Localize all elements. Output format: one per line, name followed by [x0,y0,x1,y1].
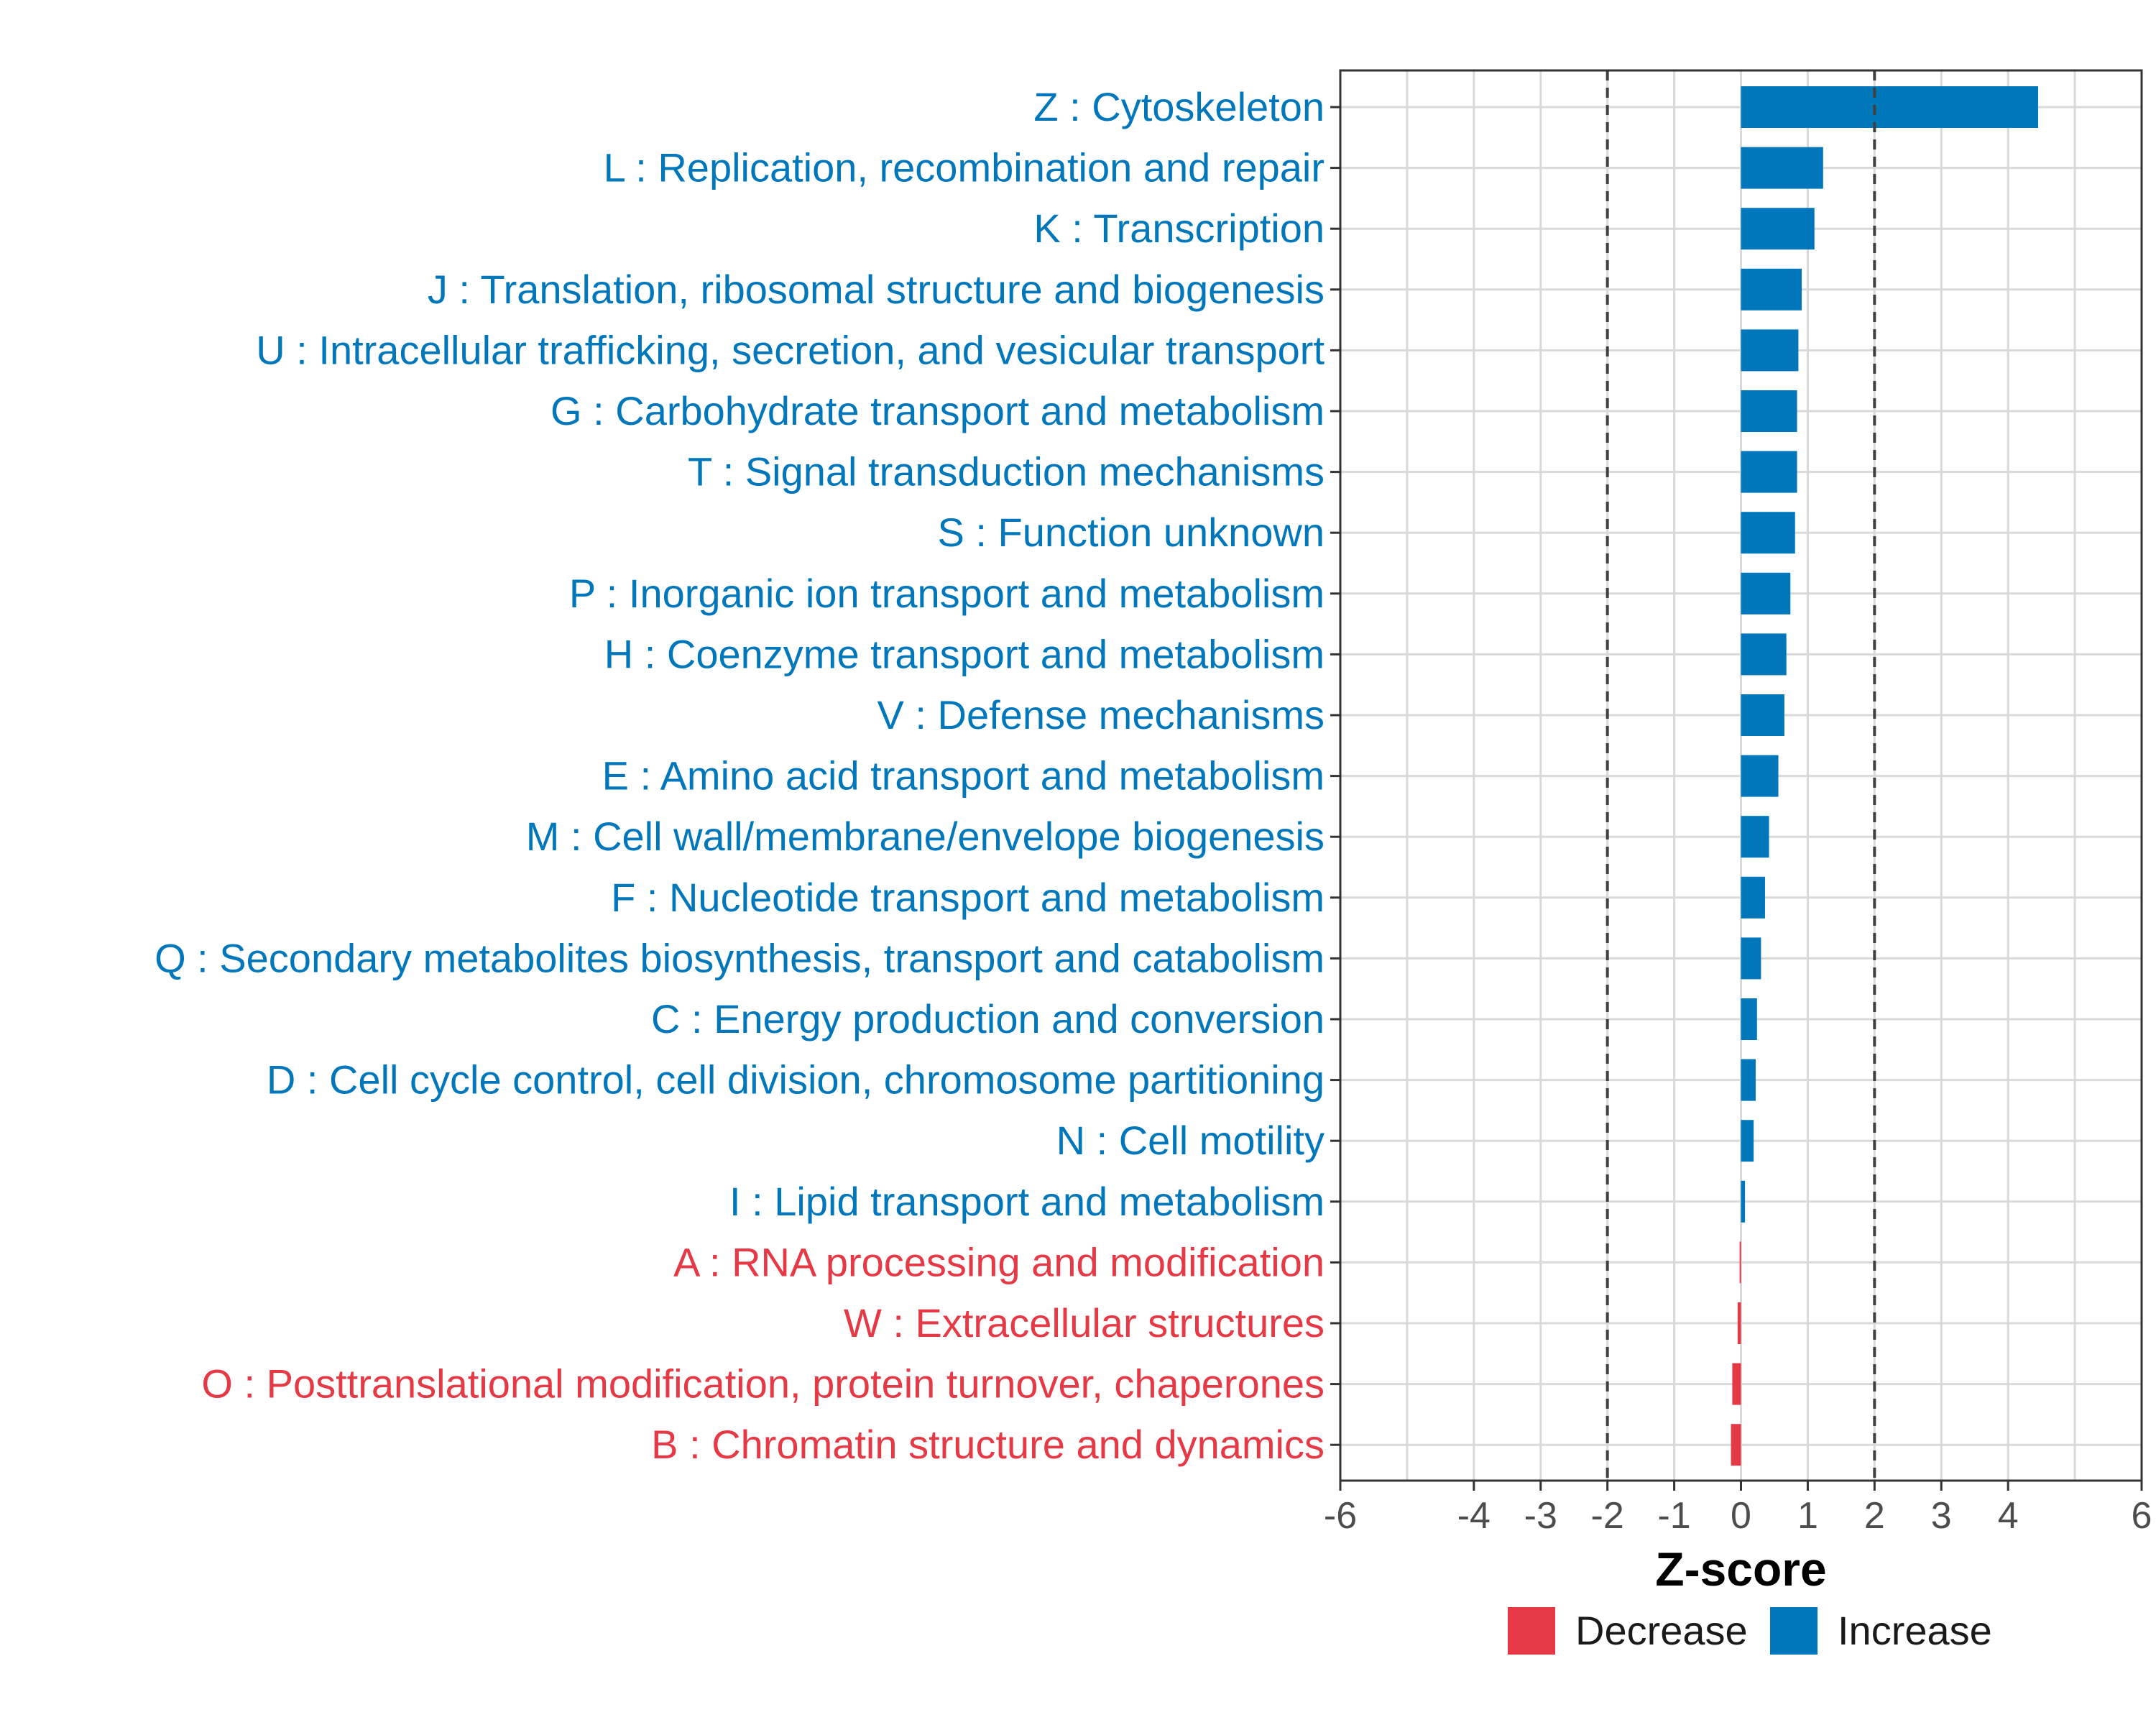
x-axis-title: Z-score [1655,1542,1826,1596]
y-tick-label: T : Signal transduction mechanisms [688,449,1325,494]
y-tick-label: U : Intracellular trafficking, secretion… [256,327,1325,372]
legend-swatch-increase [1770,1607,1818,1655]
x-tick-label: -6 [1324,1495,1357,1537]
reference-lines [1606,70,1876,1481]
bar-v [1741,694,1784,736]
y-tick-label: E : Amino acid transport and metabolism [602,753,1325,799]
bar-j [1741,268,1802,310]
y-tick-label: I : Lipid transport and metabolism [729,1179,1325,1224]
y-tick-label: S : Function unknown [937,510,1325,555]
bar-h [1741,633,1787,676]
bar-n [1741,1120,1754,1162]
y-tick-label: Q : Secondary metabolites biosynthesis, … [155,935,1325,980]
legend-swatch-decrease [1508,1607,1555,1655]
bar-k [1741,208,1815,250]
bar-p [1741,572,1791,615]
y-tick-label: F : Nucleotide transport and metabolism [611,875,1325,920]
bar-e [1741,755,1779,797]
y-tick-label: W : Extracellular structures [844,1300,1325,1346]
x-tick-label: 4 [1998,1495,2019,1537]
bar-t [1741,451,1797,493]
bar-m [1741,816,1769,858]
x-axis-ticks: -6 -4 -3 -2 -1 0 1 2 3 4 6 [1324,1481,2152,1537]
bar-s [1741,512,1795,554]
y-tick-label: D : Cell cycle control, cell division, c… [267,1057,1325,1103]
y-tick-label: N : Cell motility [1056,1118,1325,1163]
bar-d [1741,1059,1756,1101]
bar-b [1731,1424,1741,1466]
x-tick-label: 6 [2132,1495,2152,1537]
y-tick-label: L : Replication, recombination and repai… [604,145,1325,190]
y-tick-label: A : RNA processing and modification [673,1239,1325,1284]
y-axis-labels: Z : Cytoskeleton L : Replication, recombi… [155,84,1325,1467]
x-tick-label: -3 [1524,1495,1557,1537]
bar-f [1741,876,1765,919]
y-tick-label: M : Cell wall/membrane/envelope biogenes… [526,814,1325,859]
y-axis-ticks [1330,106,1340,1446]
legend-label-increase: Increase [1838,1608,1992,1653]
legend-label-decrease: Decrease [1575,1608,1748,1653]
y-tick-label: G : Carbohydrate transport and metabolis… [550,388,1325,433]
bar-q [1741,937,1761,980]
x-tick-label: 1 [1797,1495,1818,1537]
y-tick-label: O : Posttranslational modification, prot… [201,1361,1325,1407]
bar-z [1741,86,2038,128]
bar-g [1741,390,1797,432]
bar-u [1741,329,1799,372]
x-tick-label: -2 [1591,1495,1624,1537]
bar-l [1741,147,1823,189]
x-tick-label: 2 [1864,1495,1885,1537]
y-tick-label: P : Inorganic ion transport and metaboli… [569,571,1325,616]
y-tick-label: J : Translation, ribosomal structure and… [428,267,1325,312]
y-tick-label: K : Transcription [1033,206,1325,251]
bar-i [1741,1180,1746,1223]
x-tick-label: -4 [1457,1495,1491,1537]
bar-a [1739,1241,1741,1284]
bar-o [1732,1363,1741,1405]
x-tick-label: -1 [1657,1495,1690,1537]
bar-w [1737,1302,1741,1344]
x-tick-label: 3 [1931,1495,1952,1537]
y-tick-label: V : Defense mechanisms [877,692,1325,737]
y-tick-label: H : Coenzyme transport and metabolism [604,631,1325,676]
y-tick-label: C : Energy production and conversion [651,996,1325,1041]
x-tick-label: 0 [1731,1495,1751,1537]
y-tick-label: Z : Cytoskeleton [1033,84,1325,129]
legend: Decrease Increase [1508,1607,1992,1655]
bars [1731,86,2038,1466]
y-tick-label: B : Chromatin structure and dynamics [651,1422,1325,1467]
bar-c [1741,998,1757,1040]
